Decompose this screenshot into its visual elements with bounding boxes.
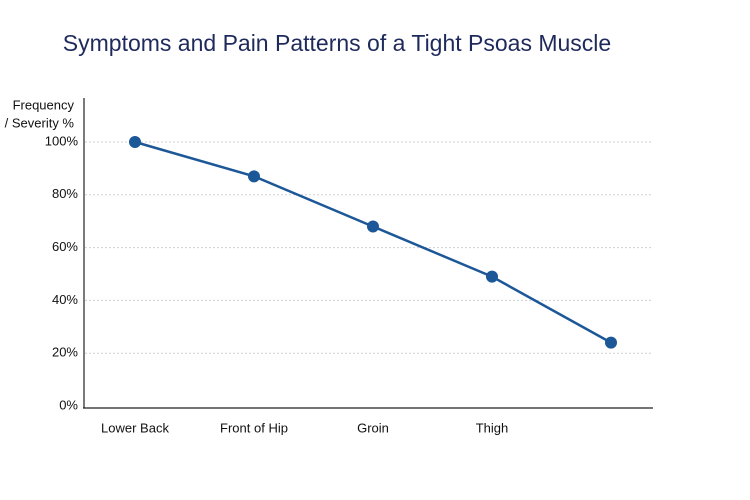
point <box>486 270 498 283</box>
y-tick-label: 80% <box>52 186 78 201</box>
chart-title: Symptoms and Pain Patterns of a Tight Ps… <box>63 30 611 56</box>
y-tick-label: 20% <box>52 345 78 360</box>
y-tick-label: 60% <box>52 239 78 254</box>
point <box>367 220 379 233</box>
y-tick-label: 40% <box>52 292 78 307</box>
point <box>129 136 141 148</box>
line <box>134 140 612 344</box>
x-tick-label: Front of Hip <box>220 420 288 435</box>
point <box>605 336 617 349</box>
y-tick-label: 0% <box>59 397 78 412</box>
y-axis-label: / Severity % <box>5 115 75 130</box>
x-tick-label: Thigh <box>476 420 509 435</box>
y-axis-label: Frequency <box>13 97 75 112</box>
point <box>248 170 260 183</box>
x-tick-label: Groin <box>357 420 389 435</box>
y-tick-label: 100% <box>45 133 79 148</box>
x-tick-label: Lower Back <box>101 420 169 435</box>
